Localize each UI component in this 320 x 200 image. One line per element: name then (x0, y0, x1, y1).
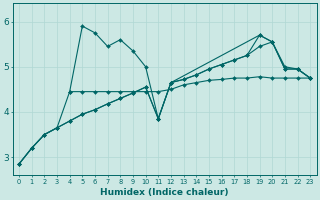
X-axis label: Humidex (Indice chaleur): Humidex (Indice chaleur) (100, 188, 229, 197)
